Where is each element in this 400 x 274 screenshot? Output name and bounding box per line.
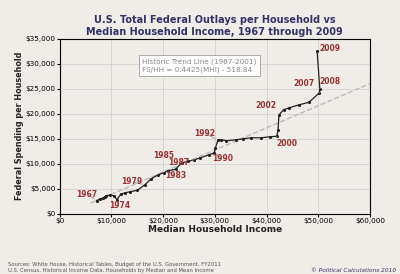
Text: 1992: 1992: [195, 129, 216, 139]
Text: 1974: 1974: [109, 201, 130, 210]
Text: 2008: 2008: [320, 77, 341, 89]
Text: © Political Calculations 2010: © Political Calculations 2010: [311, 268, 396, 273]
X-axis label: Median Household Income: Median Household Income: [148, 225, 282, 234]
Text: 2002: 2002: [256, 101, 279, 115]
Text: Historic Trend Line (1967-2001)
FS/HH = 0.4425(MHI) - 518.84: Historic Trend Line (1967-2001) FS/HH = …: [142, 59, 256, 73]
Text: Sources: White House, Historical Tables, Budget of the U.S. Government, FY2011
U: Sources: White House, Historical Tables,…: [8, 262, 221, 273]
Text: 1979: 1979: [121, 177, 142, 186]
Y-axis label: Federal Spending per Household: Federal Spending per Household: [15, 52, 24, 201]
Text: 1987: 1987: [168, 158, 194, 167]
Text: 1985: 1985: [153, 151, 182, 163]
Text: 1967: 1967: [77, 190, 98, 199]
Text: 2007: 2007: [293, 79, 320, 93]
Title: U.S. Total Federal Outlays per Household vs
Median Household Income, 1967 throug: U.S. Total Federal Outlays per Household…: [86, 15, 343, 37]
Text: 2009: 2009: [320, 44, 340, 53]
Text: 1990: 1990: [212, 154, 233, 163]
Text: 1983: 1983: [165, 171, 186, 180]
Text: 2000: 2000: [277, 136, 298, 148]
